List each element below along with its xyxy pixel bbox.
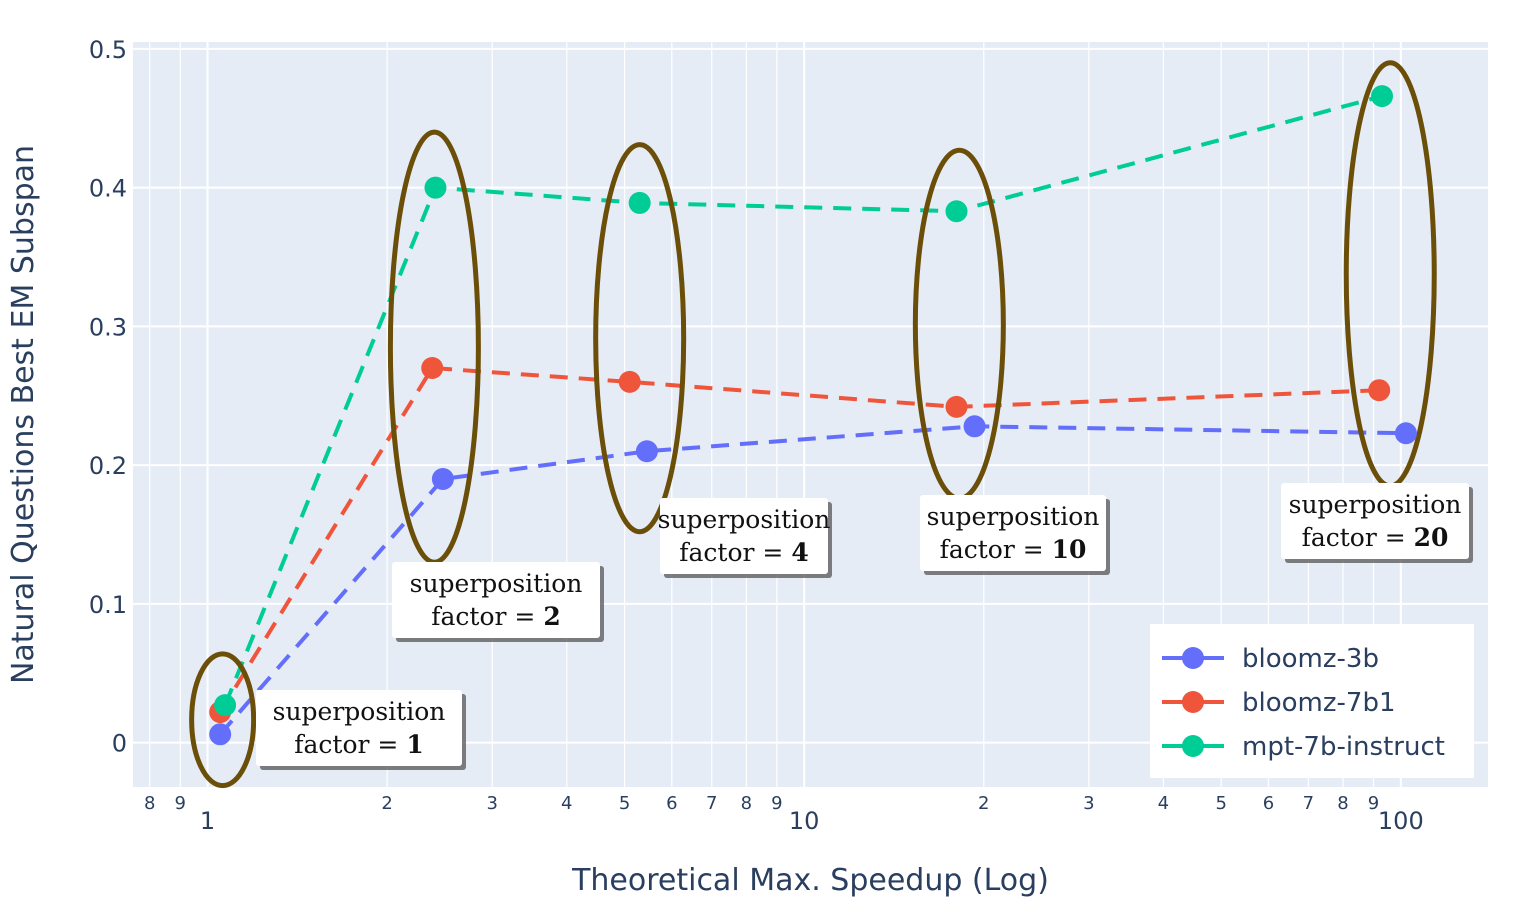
annotation-panel bbox=[660, 498, 828, 574]
x-minor-tick-label: 8 bbox=[144, 793, 155, 814]
x-major-tick-label: 100 bbox=[1378, 807, 1424, 835]
y-tick-label: 0.5 bbox=[89, 36, 127, 64]
data-point-bloomz-7b1 bbox=[618, 370, 641, 393]
x-minor-tick-label: 6 bbox=[666, 793, 677, 814]
data-point-mpt-7b-instruct bbox=[214, 694, 237, 717]
annotation-panel bbox=[392, 562, 600, 638]
data-point-bloomz-3b bbox=[635, 440, 658, 463]
annotation-panel bbox=[256, 690, 462, 766]
data-point-bloomz-3b bbox=[1394, 422, 1417, 445]
x-minor-tick-label: 5 bbox=[1215, 793, 1226, 814]
annotation-factor-prefix: factor = bbox=[294, 730, 406, 759]
annotation-factor-value: 10 bbox=[1052, 535, 1087, 564]
annotation-line2: factor = 20 bbox=[1302, 523, 1449, 552]
annotation-box: superposition factor = 1 bbox=[256, 690, 466, 770]
x-tick-labels: 8 9 2 3 4 5 6 7 8 9 2 3 4 5 6 7 8 91 10 100 bbox=[144, 793, 1424, 835]
annotation-box: superposition factor = 10 bbox=[920, 495, 1110, 575]
x-minor-tick-label: 3 bbox=[1083, 793, 1094, 814]
legend-label: bloomz-7b1 bbox=[1242, 688, 1396, 718]
x-minor-tick-label: 9 bbox=[771, 793, 782, 814]
annotation-line2: factor = 2 bbox=[431, 602, 560, 631]
annotation-box: superposition factor = 2 bbox=[392, 562, 604, 642]
data-point-mpt-7b-instruct bbox=[945, 200, 968, 223]
data-point-bloomz-3b bbox=[963, 415, 986, 438]
x-minor-tick-label: 2 bbox=[381, 793, 392, 814]
data-point-mpt-7b-instruct bbox=[628, 191, 651, 214]
legend-marker bbox=[1182, 735, 1204, 757]
x-major-tick-label: 10 bbox=[789, 807, 820, 835]
annotation-line1: superposition bbox=[658, 505, 831, 534]
annotation-factor-value: 20 bbox=[1414, 523, 1449, 552]
annotation-line2: factor = 4 bbox=[679, 538, 808, 567]
annotation-line1: superposition bbox=[273, 697, 446, 726]
annotation-box: superposition factor = 4 bbox=[658, 498, 832, 578]
annotation-line2: factor = 1 bbox=[294, 730, 423, 759]
data-point-bloomz-7b1 bbox=[1368, 379, 1391, 402]
annotation-panel bbox=[1281, 483, 1469, 559]
x-minor-tick-label: 4 bbox=[1158, 793, 1169, 814]
legend: bloomz-3b bloomz-7b1 mpt-7b-instruct bbox=[1150, 624, 1474, 778]
annotation-ellipse bbox=[189, 651, 257, 789]
x-minor-tick-label: 5 bbox=[619, 793, 630, 814]
series-line-bloomz-7b1 bbox=[218, 365, 1380, 714]
x-minor-tick-label: 9 bbox=[175, 793, 186, 814]
x-minor-tick-label: 7 bbox=[706, 793, 717, 814]
annotation-factor-value: 1 bbox=[406, 730, 423, 759]
x-minor-tick-label: 6 bbox=[1263, 793, 1274, 814]
legend-label: bloomz-3b bbox=[1242, 644, 1379, 674]
x-minor-tick-label: 8 bbox=[741, 793, 752, 814]
annotation-panel bbox=[920, 495, 1106, 571]
y-tick-labels: 0 0.1 0.2 0.3 0.4 0.5 bbox=[89, 36, 127, 758]
annotation-line2: factor = 10 bbox=[940, 535, 1087, 564]
x-minor-tick-label: 3 bbox=[486, 793, 497, 814]
series-markers bbox=[209, 85, 1417, 746]
y-tick-label: 0.1 bbox=[89, 591, 127, 619]
y-tick-label: 0 bbox=[112, 730, 127, 758]
x-minor-tick-label: 2 bbox=[978, 793, 989, 814]
data-point-mpt-7b-instruct bbox=[424, 176, 447, 199]
annotation-factor-prefix: factor = bbox=[679, 538, 791, 567]
annotation-factor-value: 4 bbox=[791, 538, 808, 567]
annotation-factor-prefix: factor = bbox=[1302, 523, 1414, 552]
x-minor-tick-label: 9 bbox=[1368, 793, 1379, 814]
y-tick-label: 0.3 bbox=[89, 313, 127, 341]
annotation-line1: superposition bbox=[410, 569, 583, 598]
legend-marker bbox=[1182, 647, 1204, 669]
data-point-bloomz-7b1 bbox=[421, 357, 444, 380]
annotation-box: superposition factor = 20 bbox=[1281, 483, 1473, 563]
legend-item-bloomz-7b1: bloomz-7b1 bbox=[1162, 688, 1396, 718]
annotation-line1: superposition bbox=[927, 502, 1100, 531]
series-line-bloomz-3b bbox=[218, 424, 1406, 736]
x-axis-title: Theoretical Max. Speedup (Log) bbox=[571, 863, 1049, 898]
annotation-line1: superposition bbox=[1289, 490, 1462, 519]
data-point-bloomz-7b1 bbox=[945, 395, 968, 418]
data-point-mpt-7b-instruct bbox=[1371, 85, 1394, 108]
legend-item-bloomz-3b: bloomz-3b bbox=[1162, 644, 1379, 674]
y-tick-label: 0.2 bbox=[89, 452, 127, 480]
x-minor-tick-label: 8 bbox=[1337, 793, 1348, 814]
y-tick-label: 0.4 bbox=[89, 175, 127, 203]
annotations: superposition factor = 1 superposition fact… bbox=[256, 483, 1473, 770]
legend-marker bbox=[1182, 691, 1204, 713]
annotation-factor-prefix: factor = bbox=[431, 602, 543, 631]
x-minor-tick-label: 7 bbox=[1303, 793, 1314, 814]
annotation-factor-prefix: factor = bbox=[940, 535, 1052, 564]
legend-label: mpt-7b-instruct bbox=[1242, 732, 1445, 762]
annotation-ellipse bbox=[593, 142, 687, 535]
data-point-bloomz-3b bbox=[431, 468, 454, 491]
data-point-bloomz-3b bbox=[209, 723, 232, 746]
annotation-factor-value: 2 bbox=[543, 602, 560, 631]
y-axis-title: Natural Questions Best EM Subspan bbox=[6, 145, 41, 684]
x-minor-tick-label: 4 bbox=[561, 793, 572, 814]
legend-item-mpt-7b-instruct: mpt-7b-instruct bbox=[1162, 732, 1445, 762]
x-major-tick-label: 1 bbox=[200, 807, 215, 835]
